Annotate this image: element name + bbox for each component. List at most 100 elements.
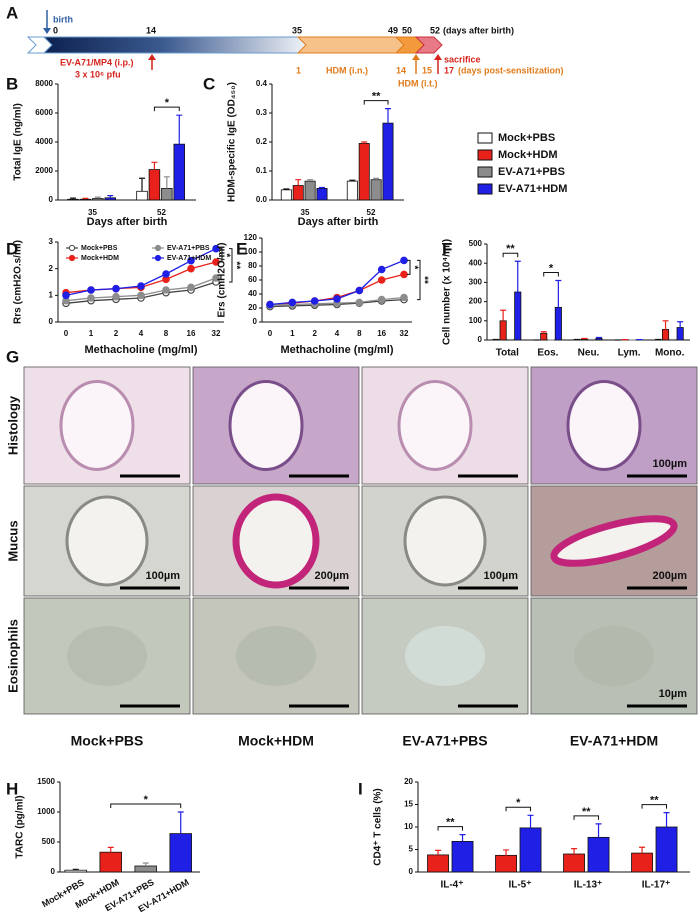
- x-axis-label: Days after birth: [87, 216, 168, 228]
- marker: [377, 295, 386, 304]
- sensitization-day: 17: [444, 65, 454, 75]
- airway: [550, 515, 678, 567]
- bar: [451, 841, 474, 873]
- y-tick-label: 0: [478, 335, 483, 344]
- column-label: Mock+HDM: [238, 733, 314, 749]
- y-tick-label: 120: [244, 233, 258, 242]
- error-bar: [107, 195, 114, 198]
- scale-bar-label: 200µm: [653, 570, 688, 582]
- sacrifice-label: sacrifice: [444, 54, 481, 64]
- y-axis-label: Cell number (x 10⁴/ml): [442, 239, 453, 345]
- birth-label: birth: [53, 14, 73, 24]
- y-tick-label: 0: [49, 195, 54, 204]
- legend-swatch: [477, 166, 493, 178]
- y-tick-label: 6000: [35, 108, 53, 117]
- y-tick-label: 1000: [37, 807, 55, 816]
- error-bar: [639, 846, 646, 854]
- legend-label: EV-A71+PBS: [498, 166, 565, 178]
- bar: [134, 865, 157, 873]
- significance-bracket: [407, 259, 411, 275]
- marker: [162, 286, 170, 294]
- x-tick-label: 0: [268, 329, 273, 338]
- bar: [595, 338, 603, 341]
- error-bar: [177, 811, 184, 834]
- bar: [280, 189, 292, 201]
- legend-marker: [68, 244, 76, 252]
- column-label: Mock+PBS: [71, 733, 144, 749]
- day-label: 49: [388, 25, 398, 35]
- bar: [563, 853, 585, 873]
- x-axis-label: Days after birth: [298, 216, 379, 228]
- significance-bracket: [502, 252, 519, 258]
- sensitization-day: 14: [396, 65, 406, 75]
- bar: [661, 329, 670, 341]
- y-tick-label: 4000: [35, 137, 53, 146]
- y-tick-label: 20: [248, 303, 257, 312]
- bar: [655, 826, 678, 873]
- sensitization-day: 15: [422, 65, 432, 75]
- x-tick-label: 52: [367, 208, 376, 217]
- y-tick-label: 8000: [35, 79, 53, 88]
- bar: [64, 869, 87, 873]
- significance-bracket: [417, 259, 421, 301]
- error-bar: [459, 834, 466, 842]
- panel-label: B: [6, 74, 18, 93]
- airway: [65, 495, 149, 587]
- bar: [136, 190, 148, 201]
- error-bar: [555, 279, 562, 308]
- y-axis-label: Ers (cmH2O/ml): [217, 242, 228, 317]
- error-bar: [295, 179, 302, 186]
- bar: [79, 198, 92, 201]
- y-tick-label: 1: [49, 290, 54, 299]
- y-tick-label: 80: [248, 261, 257, 270]
- airway: [397, 380, 473, 471]
- day-unit: (days after birth): [443, 25, 514, 35]
- bar: [304, 180, 316, 201]
- error-bar: [283, 188, 290, 190]
- marker: [355, 298, 364, 307]
- scale-bar-label: 10µm: [659, 688, 688, 700]
- legend-label: EV-A71+HDM: [498, 183, 567, 195]
- infection-label: EV-A71/MP4 (i.p.): [60, 57, 134, 67]
- legend-label: Mock+PBS: [498, 132, 555, 144]
- error-bar: [373, 177, 380, 180]
- significance-label: *: [516, 797, 521, 809]
- legend-label: Mock+HDM: [498, 149, 558, 161]
- x-tick-label: IL-13⁺: [574, 880, 603, 891]
- x-tick-label: Mono.: [655, 348, 685, 359]
- significance-bracket: [437, 826, 464, 831]
- legend-label: Mock+PBS: [81, 245, 118, 252]
- panel-label: E: [236, 239, 247, 258]
- legend-label: Mock+HDM: [81, 255, 119, 262]
- error-bar: [595, 823, 602, 838]
- bar: [554, 306, 562, 341]
- bar: [370, 179, 382, 201]
- legend-label: EV-A71+HDM: [167, 255, 211, 262]
- bar: [104, 197, 117, 201]
- significance-label: *: [220, 253, 231, 257]
- day-label: 50: [402, 25, 412, 35]
- bar: [67, 198, 79, 201]
- y-tick-label: 0: [49, 317, 54, 326]
- error-bar: [662, 320, 669, 330]
- marker: [112, 292, 120, 301]
- bar: [161, 187, 173, 201]
- error-bar: [581, 337, 588, 340]
- y-tick-label: 2000: [35, 166, 53, 175]
- significance-label: **: [650, 795, 659, 807]
- x-tick-label: Eos.: [537, 348, 558, 359]
- x-tick-label: IL-5⁺: [508, 880, 531, 891]
- y-tick-label: 100: [244, 247, 258, 256]
- bar: [148, 169, 161, 201]
- y-axis-label: TARC (pg/ml): [15, 795, 26, 858]
- significance-label: **: [372, 91, 381, 103]
- column-label: EV-A71+PBS: [402, 733, 487, 749]
- x-tick-label: 4: [335, 329, 340, 338]
- arrow-head: [43, 28, 51, 34]
- bar: [292, 185, 304, 201]
- significance-label: **: [446, 817, 455, 829]
- panel-label: G: [6, 347, 19, 366]
- chevron: [414, 36, 443, 54]
- airway: [232, 493, 320, 589]
- bar: [358, 143, 370, 201]
